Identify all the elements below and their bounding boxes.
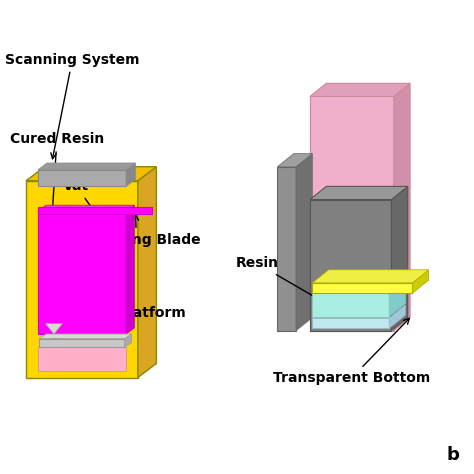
Polygon shape — [389, 305, 405, 328]
Text: Transparent Bottom: Transparent Bottom — [273, 319, 430, 385]
Polygon shape — [39, 334, 132, 338]
Polygon shape — [312, 280, 405, 293]
Bar — [277, 167, 296, 331]
Text: b: b — [446, 446, 459, 464]
Text: Scanning System: Scanning System — [5, 53, 140, 159]
Polygon shape — [310, 83, 410, 97]
Bar — [38, 347, 126, 371]
Polygon shape — [389, 280, 405, 317]
Bar — [39, 338, 125, 347]
Polygon shape — [138, 167, 156, 377]
Text: Vat: Vat — [64, 179, 133, 266]
Polygon shape — [277, 154, 312, 167]
Text: Building Platform: Building Platform — [49, 306, 186, 342]
Polygon shape — [310, 186, 408, 200]
Bar — [310, 97, 394, 331]
Bar — [38, 208, 152, 214]
Text: Resin: Resin — [236, 256, 325, 303]
Polygon shape — [126, 205, 135, 334]
Polygon shape — [312, 270, 428, 283]
Bar — [312, 283, 412, 293]
Bar — [310, 200, 392, 331]
Bar — [312, 293, 389, 317]
Text: Recoating Blade: Recoating Blade — [73, 215, 200, 247]
Polygon shape — [38, 205, 135, 211]
Polygon shape — [46, 324, 63, 334]
Polygon shape — [296, 154, 312, 331]
Bar — [312, 318, 389, 328]
Polygon shape — [394, 83, 410, 331]
Bar — [26, 181, 138, 377]
Polygon shape — [26, 167, 156, 181]
Polygon shape — [392, 186, 408, 331]
Polygon shape — [126, 163, 136, 186]
Polygon shape — [38, 163, 136, 170]
Polygon shape — [412, 270, 428, 293]
Polygon shape — [125, 334, 132, 347]
Text: Cured Resin: Cured Resin — [10, 132, 104, 256]
Bar — [38, 211, 126, 334]
Bar — [38, 170, 126, 186]
